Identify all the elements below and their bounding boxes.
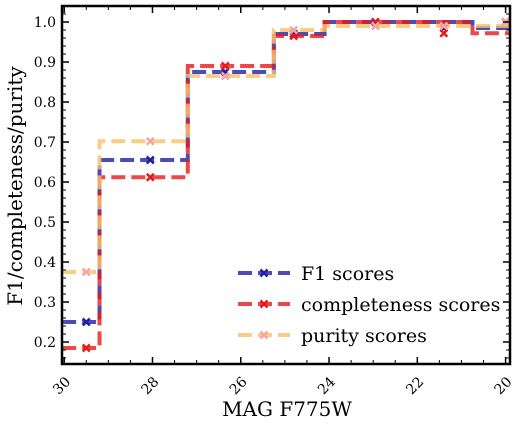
legend-marker	[259, 330, 269, 340]
x-tick-label: 30	[50, 374, 74, 398]
data-point	[289, 25, 299, 35]
series-line	[62, 20, 510, 324]
y-axis-title: F1/completeness/purity	[3, 66, 27, 306]
y-tick-label: 0.3	[34, 295, 56, 311]
data-point	[145, 136, 155, 146]
y-tick-label: 0.4	[34, 255, 56, 271]
y-tick-label: 0.6	[34, 175, 56, 191]
y-tick-label: 0.5	[34, 215, 56, 231]
y-tick-label: 0.8	[34, 95, 56, 111]
x-tick-label: 26	[227, 374, 251, 398]
y-tick-label: 0.9	[34, 55, 56, 71]
legend-entry-2: purity scores	[238, 325, 427, 347]
data-point	[81, 317, 91, 327]
y-tick-label: 0.7	[34, 135, 56, 151]
legend-label: completeness scores	[301, 294, 500, 316]
plot-frame	[60, 4, 512, 366]
data-point	[220, 71, 230, 81]
data-point	[145, 155, 155, 165]
data-point	[220, 61, 230, 71]
data-point	[81, 343, 91, 353]
legend-label: purity scores	[301, 325, 427, 347]
y-tick-label: 0.2	[34, 335, 56, 351]
data-point	[145, 172, 155, 182]
data-point	[81, 267, 91, 277]
legend-label: F1 scores	[301, 263, 394, 285]
y-tick-label: 1.0	[34, 15, 56, 31]
legend-marker	[259, 299, 269, 309]
series-2	[62, 17, 510, 277]
axes: 30 28 26 24 22 20 0.2 0.3 0.4 0.5 0.6 0.7 0.8 0.9 1.0	[34, 4, 515, 398]
x-tick-label: 24	[315, 374, 339, 398]
x-tick-label: 22	[403, 374, 427, 398]
data-point	[370, 21, 380, 31]
data-point	[439, 21, 449, 31]
series-line	[62, 24, 510, 274]
x-tick-label: 20	[492, 374, 515, 398]
legend-entry-0: F1 scores	[238, 263, 394, 285]
plot-area	[62, 17, 510, 353]
x-axis-title: MAG F775W	[222, 397, 352, 421]
legend: F1 scores completeness scores purity score…	[238, 263, 500, 347]
series-0	[62, 17, 510, 327]
x-tick-label: 28	[138, 374, 162, 398]
data-point	[439, 28, 449, 38]
legend-entry-1: completeness scores	[238, 294, 500, 316]
legend-marker	[259, 268, 269, 278]
